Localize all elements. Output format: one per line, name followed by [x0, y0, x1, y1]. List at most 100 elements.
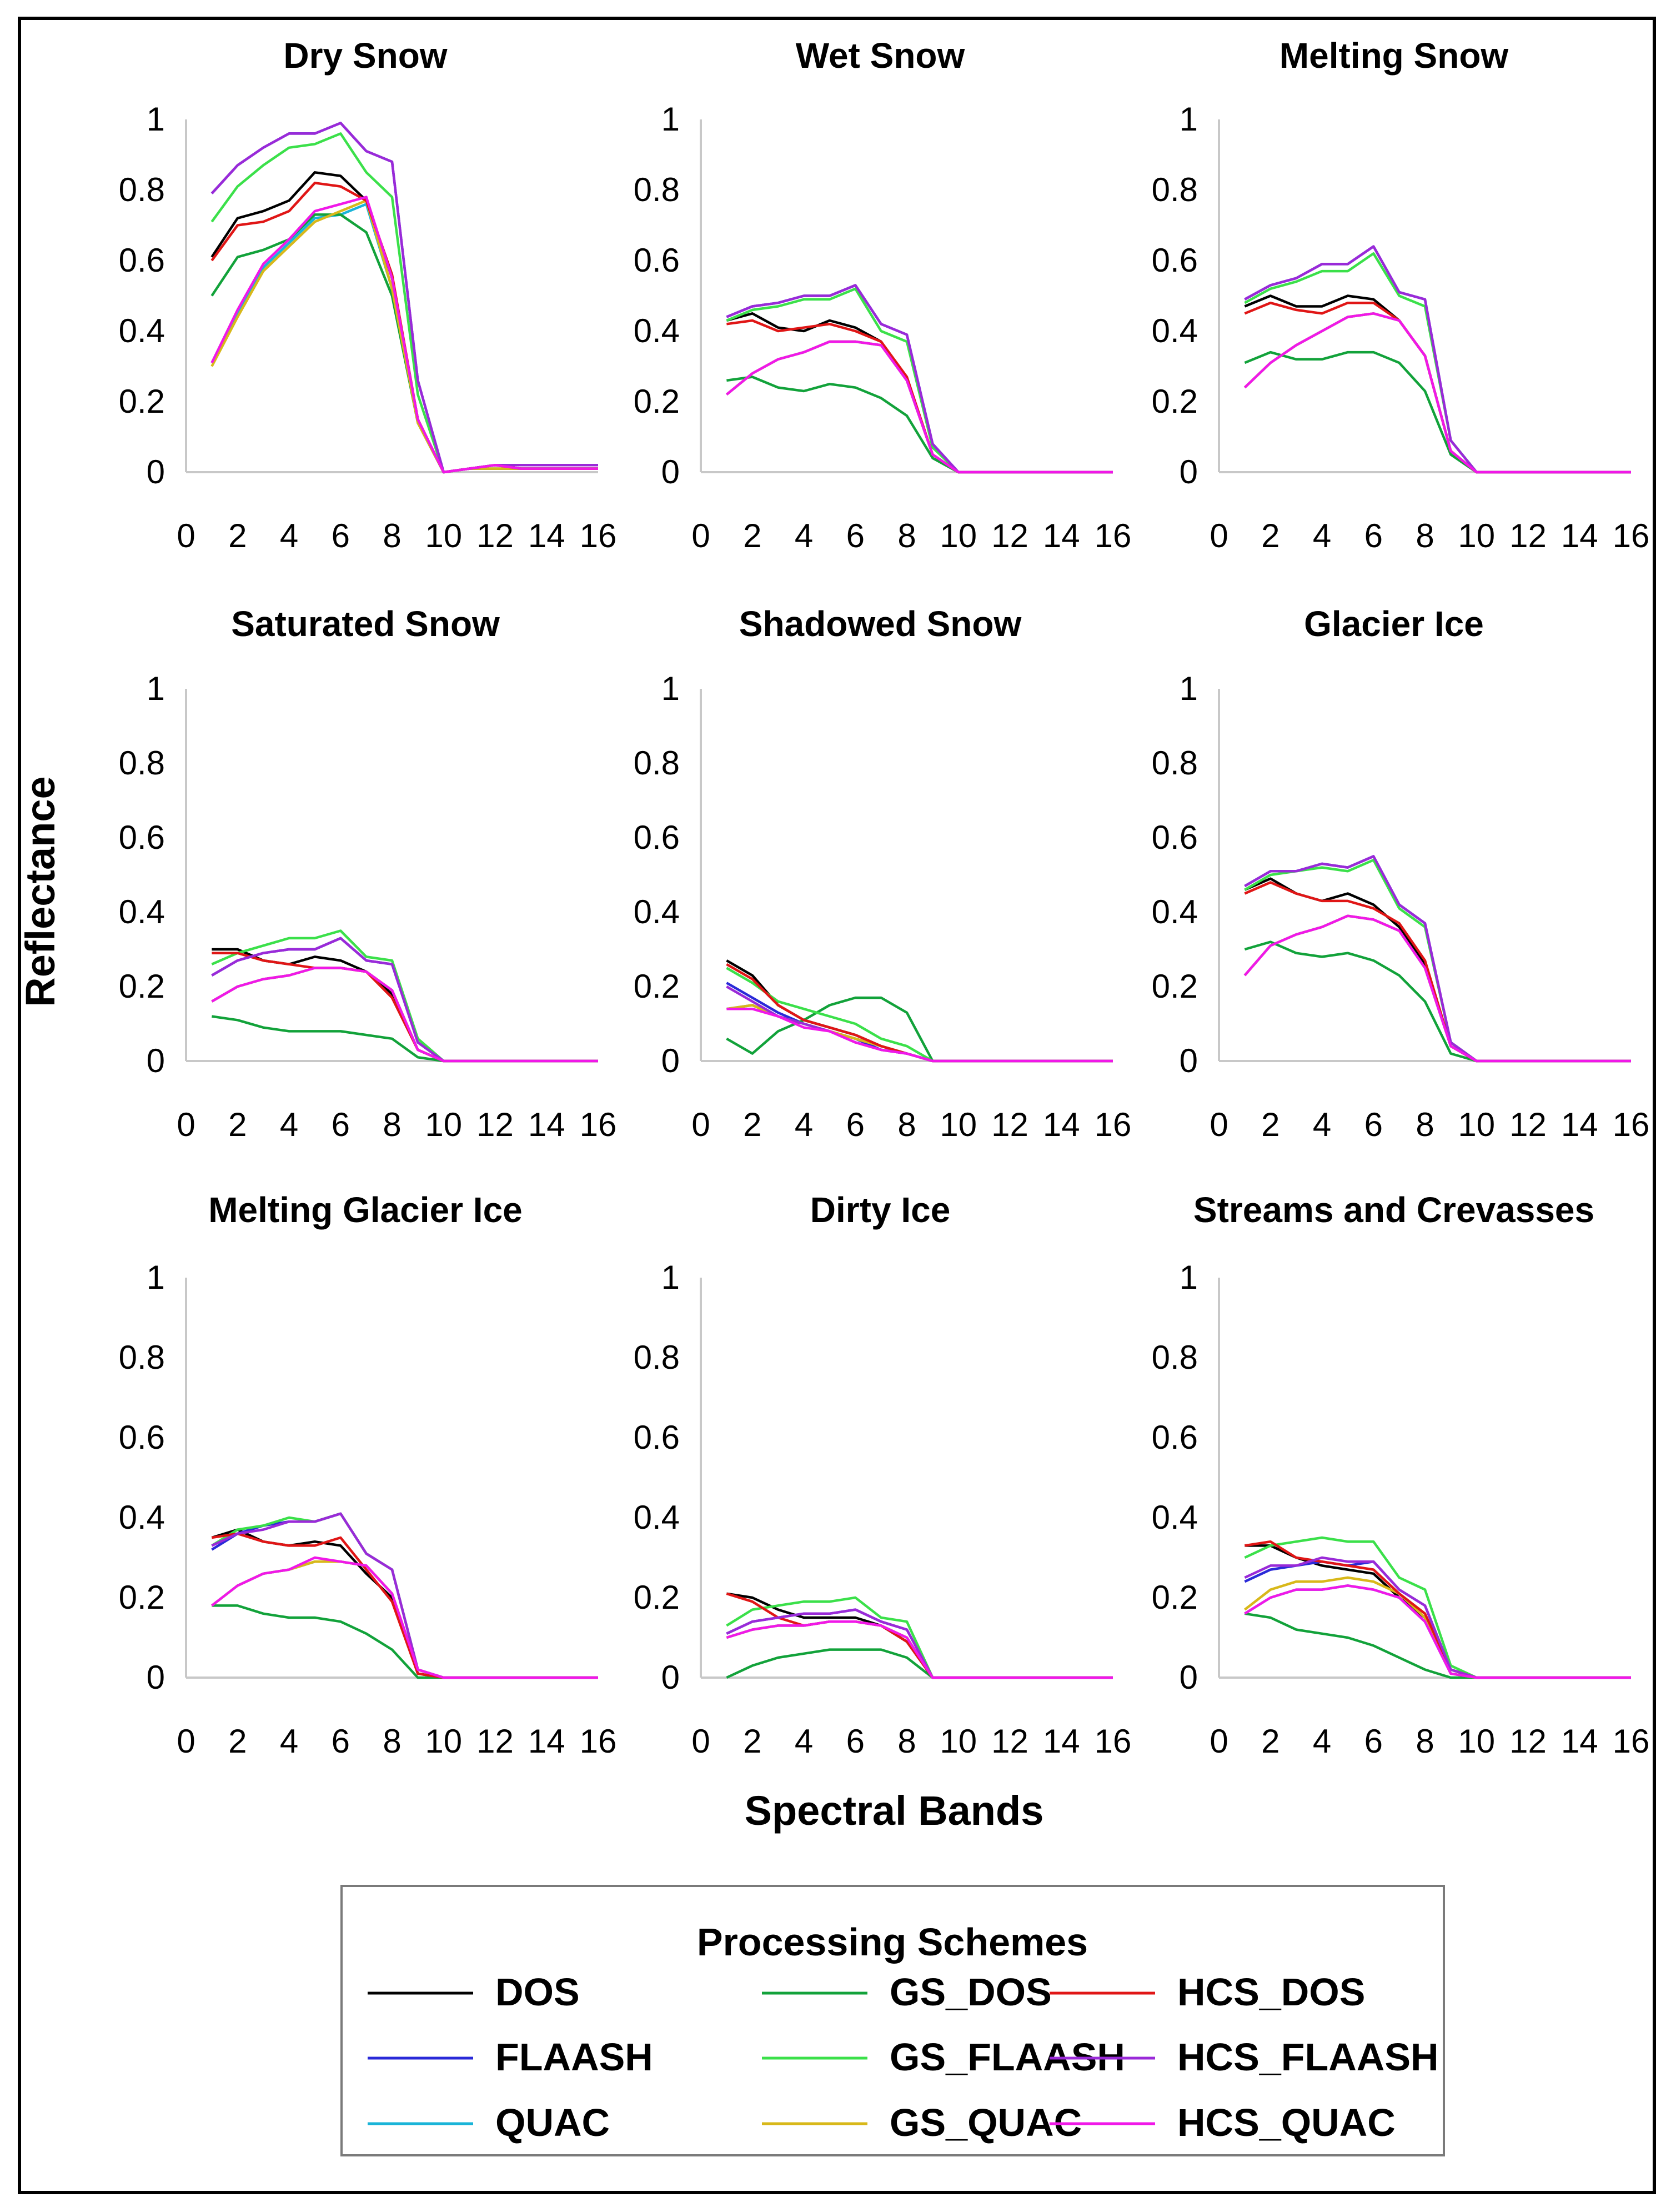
- x-tick-label: 16: [1613, 1106, 1650, 1143]
- y-tick-label: 0.6: [1152, 242, 1198, 279]
- legend-label: HCS_FLAASH: [1177, 2035, 1439, 2079]
- series-line-hcs-dos: [726, 1592, 1113, 1679]
- x-tick-label: 2: [743, 517, 761, 554]
- x-tick-label: 10: [1458, 1106, 1495, 1143]
- y-tick-label: 0.8: [634, 744, 680, 782]
- legend-label: HCS_DOS: [1177, 1970, 1365, 2014]
- x-tick-label: 8: [897, 517, 916, 554]
- legend-item: FLAASH: [368, 2035, 653, 2079]
- x-tick-label: 14: [528, 517, 565, 554]
- y-tick-label: 0.6: [119, 242, 165, 279]
- series-line-hcs-quac: [211, 1556, 598, 1679]
- y-tick-label: 0.2: [634, 383, 680, 420]
- x-tick-label: 0: [177, 1723, 195, 1760]
- x-tick-label: 4: [1313, 1723, 1331, 1760]
- x-tick-label: 14: [1561, 1106, 1598, 1143]
- x-tick-label: 14: [1043, 1723, 1080, 1760]
- x-tick-label: 0: [691, 1723, 710, 1760]
- series-line-hcs-dos: [212, 1532, 598, 1679]
- y-tick-label: 0.8: [634, 1339, 680, 1376]
- y-tick-label: 0: [1180, 1659, 1198, 1696]
- panel-title: Shadowed Snow: [739, 604, 1022, 644]
- panel-title: Glacier Ice: [1304, 604, 1484, 644]
- x-tick-label: 8: [1416, 1106, 1434, 1143]
- series-line-flaash: [1244, 1560, 1631, 1679]
- x-tick-label: 16: [580, 517, 617, 554]
- series-line-hcs-flaash: [210, 122, 598, 474]
- series-line-hcs-quac: [1244, 1584, 1631, 1679]
- x-tick-label: 16: [580, 1723, 617, 1760]
- x-tick-label: 8: [1416, 517, 1434, 554]
- y-tick-label: 0.4: [634, 1499, 680, 1536]
- y-tick-label: 0.2: [1152, 383, 1198, 420]
- x-tick-label: 6: [332, 1106, 350, 1143]
- y-tick-label: 0: [1180, 1042, 1198, 1079]
- legend-item: HCS_FLAASH: [1050, 2035, 1439, 2079]
- x-tick-label: 8: [383, 1723, 401, 1760]
- x-tick-label: 8: [1416, 1723, 1434, 1760]
- x-tick-label: 2: [1261, 517, 1279, 554]
- x-tick-label: 0: [177, 517, 195, 554]
- panel-title: Dry Snow: [283, 36, 447, 76]
- x-tick-label: 16: [1095, 1723, 1132, 1760]
- x-tick-label: 4: [280, 1723, 298, 1760]
- x-tick-label: 12: [476, 1723, 514, 1760]
- x-tick-label: 6: [332, 1723, 350, 1760]
- x-tick-label: 8: [897, 1723, 916, 1760]
- series-line-gs-flaash: [1244, 858, 1631, 1063]
- x-tick-label: 10: [1458, 517, 1495, 554]
- y-tick-label: 1: [661, 101, 680, 138]
- legend-item: QUAC: [368, 2101, 610, 2144]
- series-line-dos: [211, 1528, 598, 1679]
- y-tick-label: 0.8: [1152, 171, 1198, 208]
- series-line-gs-quac: [1243, 312, 1631, 474]
- y-tick-label: 1: [1180, 670, 1198, 707]
- x-tick-label: 10: [425, 1723, 462, 1760]
- y-tick-label: 0: [661, 1659, 680, 1696]
- series-line-hcs-dos: [1244, 881, 1631, 1063]
- legend-items: DOSFLAASHQUACGS_DOSGS_FLAASHGS_QUACHCS_D…: [368, 1970, 1439, 2144]
- series-line-hcs-quac: [725, 340, 1113, 474]
- x-tick-label: 2: [228, 1106, 247, 1143]
- x-tick-label: 10: [1458, 1723, 1495, 1760]
- x-tick-label: 6: [1364, 1106, 1383, 1143]
- series-line-hcs-quac: [726, 1620, 1113, 1679]
- legend-title: Processing Schemes: [697, 1920, 1088, 1964]
- x-tick-label: 0: [1210, 1106, 1228, 1143]
- series-line-gs-flaash: [211, 1512, 598, 1679]
- y-tick-label: 0: [1180, 453, 1198, 491]
- x-tick-label: 14: [528, 1106, 565, 1143]
- x-tick-label: 12: [991, 1106, 1028, 1143]
- panel-title: Dirty Ice: [810, 1190, 951, 1230]
- y-tick-label: 0.2: [634, 968, 680, 1005]
- x-tick-label: 2: [743, 1723, 761, 1760]
- y-tick-label: 1: [661, 670, 680, 707]
- x-tick-label: 4: [795, 517, 813, 554]
- series-line-hcs-dos: [1245, 1540, 1631, 1679]
- x-tick-label: 0: [1210, 1723, 1228, 1760]
- legend-label: QUAC: [495, 2101, 610, 2144]
- series-line-hcs-flaash: [211, 1512, 598, 1679]
- y-tick-label: 0.8: [119, 171, 165, 208]
- legend-item: HCS_DOS: [1050, 1970, 1365, 2014]
- x-tick-label: 4: [1313, 517, 1331, 554]
- x-tick-label: 14: [1043, 1106, 1080, 1143]
- series-line-hcs-flaash: [1244, 1556, 1631, 1679]
- legend-label: GS_DOS: [890, 1970, 1052, 2014]
- y-tick-label: 1: [147, 670, 165, 707]
- panel-title: Wet Snow: [796, 36, 965, 76]
- series-line-flaash: [726, 284, 1113, 474]
- y-tick-label: 0.4: [119, 312, 165, 349]
- legend-label: FLAASH: [495, 2035, 653, 2079]
- y-tick-label: 0.8: [1152, 1339, 1198, 1376]
- x-tick-label: 0: [177, 1106, 195, 1143]
- x-tick-label: 6: [1364, 517, 1383, 554]
- y-tick-label: 0.2: [119, 383, 165, 420]
- series-line-dos: [1244, 294, 1631, 474]
- x-tick-label: 0: [1210, 517, 1228, 554]
